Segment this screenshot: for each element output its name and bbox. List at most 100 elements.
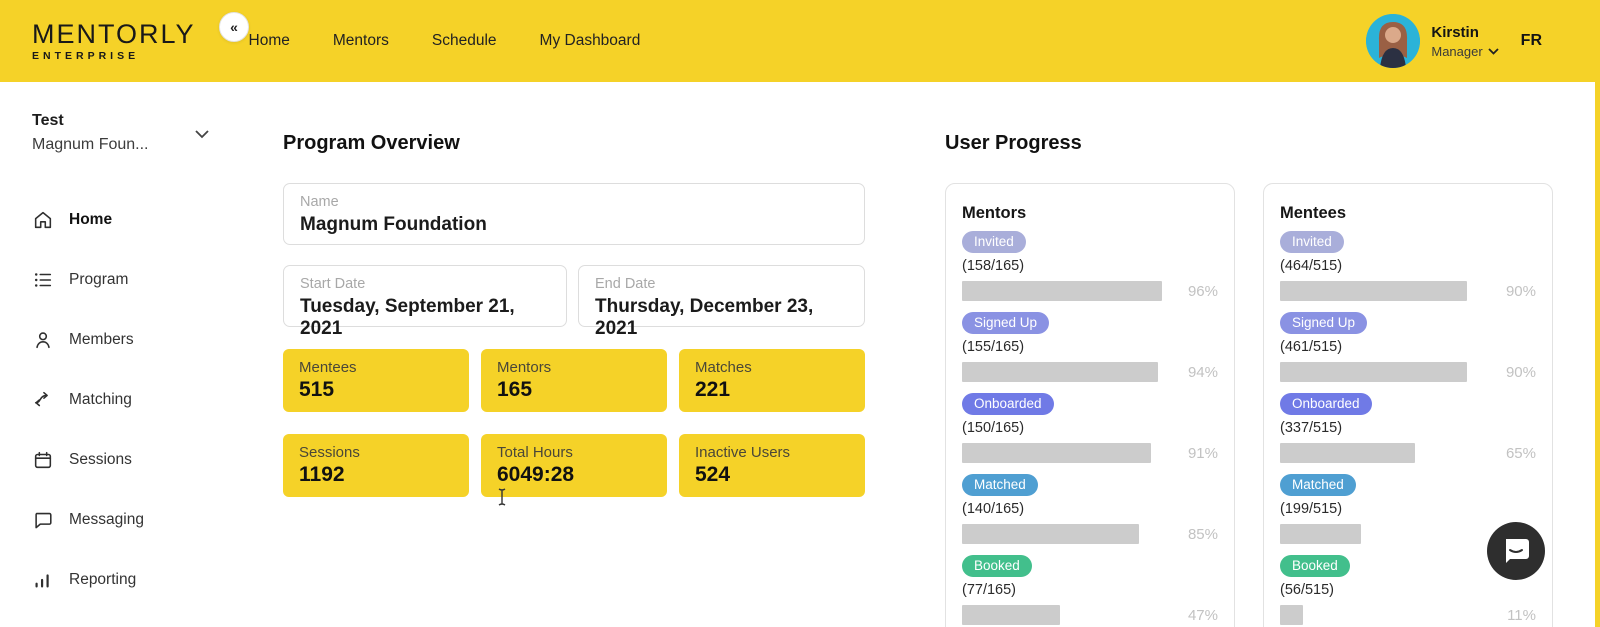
stat-value: 6049:28 <box>497 463 575 486</box>
progress-bar-track <box>1280 524 1488 544</box>
chat-widget-button[interactable] <box>1487 522 1545 580</box>
percent-label: 91% <box>1187 444 1218 462</box>
field-label: Name <box>300 194 339 210</box>
stage-badge: Signed Up <box>1280 312 1368 334</box>
field-value: Magnum Foundation <box>300 214 487 235</box>
progress-bar-fill <box>962 443 1151 463</box>
nav-link-label: Schedule <box>431 32 497 49</box>
stat-value: 515 <box>299 378 335 401</box>
sidebar-item-sessions[interactable]: Sessions <box>0 430 233 490</box>
start-date-field[interactable]: Start Date Tuesday, September 21, 2021 <box>283 265 567 339</box>
user-info: Kirstin Manager <box>1431 24 1499 59</box>
progress-bar-line: 47% <box>962 605 1218 625</box>
progress-row-onboarded: Onboarded (337/515) 65% <box>1280 393 1536 463</box>
top-nav-link-home[interactable]: Home <box>249 32 290 50</box>
progress-bar-track <box>1280 443 1488 463</box>
progress-bar-fill <box>1280 362 1467 382</box>
progress-bar-fill <box>962 605 1060 625</box>
progress-cards: Mentors Invited (158/165) 96% Signed Up … <box>945 183 1553 627</box>
sidebar-item-messaging[interactable]: Messaging <box>0 490 233 550</box>
stat-value: 221 <box>695 378 731 401</box>
percent-label: 96% <box>1187 282 1218 300</box>
sidebar-item-reporting[interactable]: Reporting <box>0 550 233 610</box>
sidebar-item-home[interactable]: Home <box>0 190 233 250</box>
stat-value: 524 <box>695 463 731 486</box>
stage-badge: Booked <box>962 555 1032 577</box>
program-overview-section: Program Overview Name Magnum Foundation … <box>283 82 865 497</box>
progress-bar-track <box>1280 605 1488 625</box>
stat-card-mentees: Mentees 515 <box>283 349 469 412</box>
sidebar-item-matching[interactable]: Matching <box>0 370 233 430</box>
stats-grid: Mentees 515 Mentors 165 Matches 221 Sess… <box>283 349 865 497</box>
progress-bar-line: 91% <box>962 443 1218 463</box>
progress-bar-line: 11% <box>1280 605 1536 625</box>
percent-label: 90% <box>1505 282 1536 300</box>
progress-bar-fill <box>962 362 1158 382</box>
nav-link-label: My Dashboard <box>539 32 641 49</box>
progress-bar-line: 90% <box>1280 281 1536 301</box>
stage-badge: Matched <box>1280 474 1356 496</box>
progress-row-booked: Booked (77/165) 47% <box>962 555 1218 625</box>
progress-row-matched: Matched (140/165) 85% <box>962 474 1218 544</box>
stat-card-mentors: Mentors 165 <box>481 349 667 412</box>
progress-row-signed-up: Signed Up (461/515) 90% <box>1280 312 1536 382</box>
program-name-field[interactable]: Name Magnum Foundation <box>283 183 865 245</box>
collapse-sidebar-icon: « <box>230 19 238 35</box>
sidebar: Test Magnum Foun... Home Program Members… <box>0 82 233 627</box>
stat-label: Matches <box>695 359 752 376</box>
field-value: Thursday, December 23, 2021 <box>595 296 814 339</box>
percent-label: 65% <box>1505 444 1536 462</box>
top-nav-link-my-dashboard[interactable]: My Dashboard <box>540 32 641 50</box>
stage-badge: Onboarded <box>962 393 1054 415</box>
top-nav-link-schedule[interactable]: Schedule <box>432 32 497 50</box>
stat-card-matches: Matches 221 <box>679 349 865 412</box>
scrollbar-track[interactable] <box>1595 0 1600 627</box>
progress-bar-line: 90% <box>1280 362 1536 382</box>
stage-badge: Booked <box>1280 555 1350 577</box>
percent-label: 85% <box>1187 525 1218 543</box>
stat-card-total-hours: Total Hours 6049:28 <box>481 434 667 497</box>
sidebar-collapse-button[interactable]: « <box>219 12 249 42</box>
person-icon <box>32 329 54 351</box>
stat-label: Inactive Users <box>695 444 791 461</box>
progress-card-title: Mentors <box>962 204 1027 222</box>
progress-row-matched: Matched (199/515) 39% <box>1280 474 1536 544</box>
stat-value: 165 <box>497 378 533 401</box>
percent-label: 11% <box>1507 606 1536 624</box>
home-icon <box>32 209 54 231</box>
top-nav-link-mentors[interactable]: Mentors <box>333 32 389 50</box>
progress-bar-fill <box>1280 605 1303 625</box>
sidebar-item-label: Matching <box>69 391 132 408</box>
bar-chart-icon <box>32 569 54 591</box>
progress-row-invited: Invited (464/515) 90% <box>1280 231 1536 301</box>
sidebar-item-label: Messaging <box>69 511 144 528</box>
progress-bar-fill <box>1280 524 1361 544</box>
avatar[interactable] <box>1366 14 1421 68</box>
sidebar-item-members[interactable]: Members <box>0 310 233 370</box>
user-progress-title: User Progress <box>945 132 1082 154</box>
calendar-icon <box>32 449 54 471</box>
program-selector-dropdown[interactable]: Test Magnum Foun... <box>32 112 209 154</box>
progress-card-title: Mentees <box>1280 204 1347 222</box>
list-icon <box>32 269 54 291</box>
stat-card-inactive-users: Inactive Users 524 <box>679 434 865 497</box>
program-overview-title: Program Overview <box>283 132 460 154</box>
stage-count: (155/165) <box>962 339 1025 355</box>
progress-row-onboarded: Onboarded (150/165) 91% <box>962 393 1218 463</box>
stage-badge: Signed Up <box>962 312 1050 334</box>
chevron-down-icon <box>1488 47 1499 55</box>
stage-count: (150/165) <box>962 420 1025 436</box>
topbar-right: Kirstin Manager FR <box>1366 14 1542 68</box>
sidebar-item-program[interactable]: Program <box>0 250 233 310</box>
progress-bar-line: 94% <box>962 362 1218 382</box>
end-date-field[interactable]: End Date Thursday, December 23, 2021 <box>578 265 865 339</box>
user-role-dropdown[interactable]: Manager <box>1431 44 1499 59</box>
progress-bar-track <box>962 605 1170 625</box>
progress-bar-track <box>1280 362 1488 382</box>
user-menu[interactable]: Kirstin Manager <box>1366 14 1499 68</box>
language-toggle[interactable]: FR <box>1520 32 1542 49</box>
stage-count: (337/515) <box>1280 420 1343 436</box>
percent-label: 47% <box>1187 606 1218 624</box>
progress-bar-track <box>962 362 1170 382</box>
